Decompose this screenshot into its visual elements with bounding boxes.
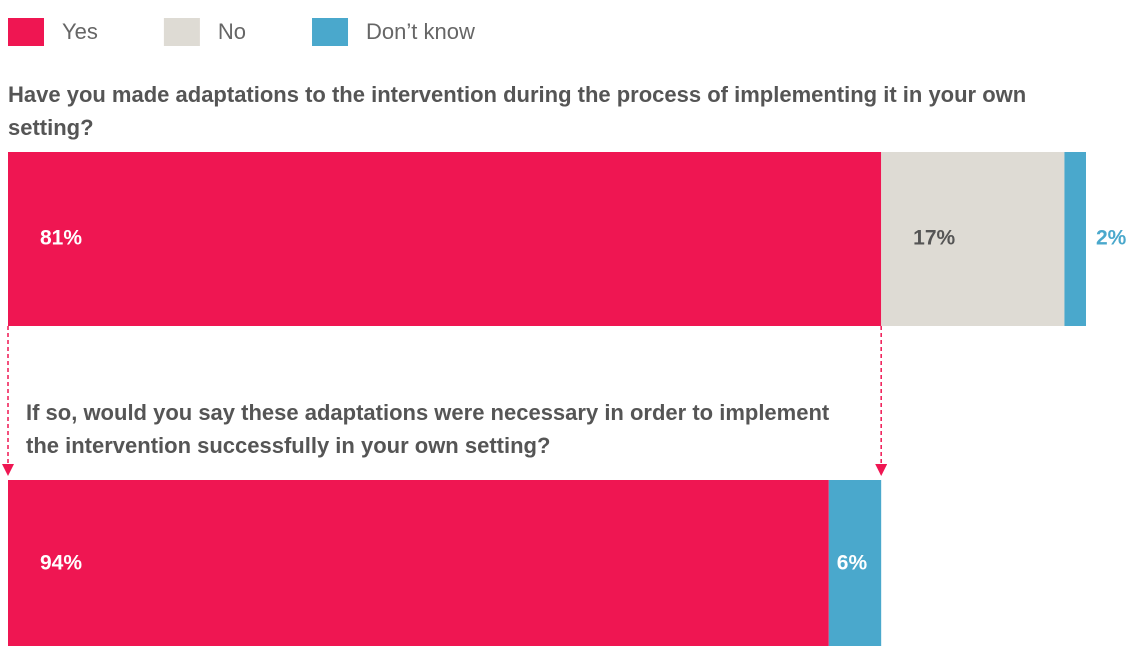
value-label: 94% (40, 552, 82, 575)
bar-segment (881, 152, 1065, 326)
bar-segment (828, 480, 882, 646)
question-title: If so, would you say these adaptations w… (26, 400, 830, 458)
bar-segment (8, 480, 829, 646)
legend-label: Don’t know (366, 19, 475, 44)
question-title: Have you made adaptations to the interve… (8, 82, 1027, 140)
legend-swatch (8, 18, 44, 46)
bar-segment (8, 152, 882, 326)
value-label: 81% (40, 227, 82, 250)
value-label: 6% (837, 552, 868, 575)
value-label: 2% (1096, 227, 1127, 250)
legend-label: Yes (62, 19, 98, 44)
value-label: 17% (913, 227, 955, 250)
legend-swatch (312, 18, 349, 46)
bar-segment (1064, 152, 1086, 326)
legend-label: No (218, 19, 246, 44)
legend-swatch (163, 18, 200, 46)
